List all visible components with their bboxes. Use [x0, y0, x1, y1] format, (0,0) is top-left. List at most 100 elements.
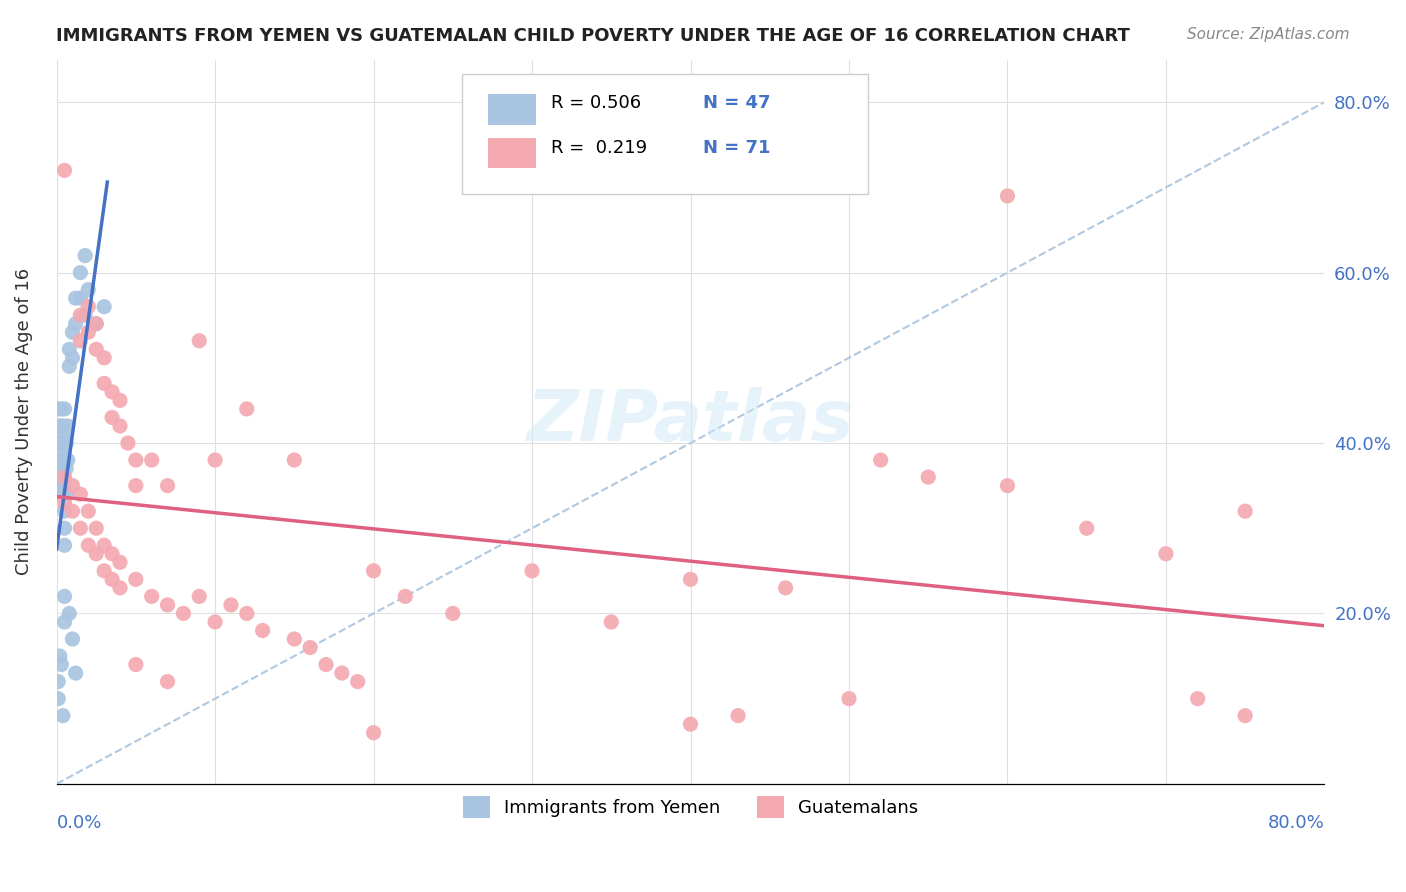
Point: [84, 547, 107, 561]
Text: R =  0.219: R = 0.219: [551, 139, 647, 157]
Point: [108, 555, 131, 569]
Point: [69, 266, 91, 280]
Point: [101, 410, 124, 425]
Point: [69, 521, 91, 535]
Point: [77, 300, 100, 314]
Point: [49, 419, 72, 434]
Point: [62, 325, 84, 339]
Point: [141, 590, 163, 604]
Point: [1234, 708, 1257, 723]
Point: [93, 564, 115, 578]
Point: [51, 461, 73, 475]
Text: N = 71: N = 71: [703, 139, 770, 157]
Text: IMMIGRANTS FROM YEMEN VS GUATEMALAN CHILD POVERTY UNDER THE AGE OF 16 CORRELATIO: IMMIGRANTS FROM YEMEN VS GUATEMALAN CHIL…: [56, 27, 1130, 45]
Point: [997, 478, 1019, 492]
Point: [600, 615, 623, 629]
Point: [49, 648, 72, 663]
Point: [52, 470, 75, 484]
Legend: Immigrants from Yemen, Guatemalans: Immigrants from Yemen, Guatemalans: [456, 789, 925, 825]
Point: [727, 708, 749, 723]
FancyBboxPatch shape: [463, 74, 868, 194]
Point: [346, 674, 368, 689]
Point: [51, 436, 73, 450]
Point: [51, 657, 73, 672]
Point: [65, 317, 87, 331]
Point: [125, 453, 148, 467]
Point: [299, 640, 322, 655]
Point: [69, 308, 91, 322]
Point: [77, 325, 100, 339]
Point: [394, 590, 416, 604]
Point: [520, 564, 543, 578]
Point: [84, 317, 107, 331]
Point: [188, 590, 211, 604]
Point: [204, 615, 226, 629]
Text: ZIPatlas: ZIPatlas: [527, 387, 855, 456]
Point: [52, 419, 75, 434]
Point: [775, 581, 797, 595]
Point: [156, 674, 179, 689]
Point: [236, 607, 259, 621]
Point: [56, 419, 79, 434]
Point: [53, 521, 76, 535]
Point: [62, 632, 84, 646]
Point: [49, 453, 72, 467]
Point: [172, 607, 194, 621]
Point: [52, 708, 75, 723]
Point: [58, 607, 80, 621]
Point: [46, 401, 69, 416]
Point: [58, 343, 80, 357]
Point: [204, 453, 226, 467]
Point: [125, 478, 148, 492]
Point: [62, 478, 84, 492]
Point: [69, 334, 91, 348]
Point: [84, 343, 107, 357]
Point: [55, 487, 77, 501]
Point: [997, 189, 1019, 203]
Point: [108, 581, 131, 595]
Point: [917, 470, 939, 484]
Point: [1076, 521, 1098, 535]
Point: [77, 283, 100, 297]
Point: [117, 436, 139, 450]
Point: [315, 657, 337, 672]
Point: [53, 453, 76, 467]
Point: [53, 496, 76, 510]
Point: [84, 521, 107, 535]
Point: [252, 624, 274, 638]
Point: [283, 632, 305, 646]
Point: [77, 504, 100, 518]
Point: [125, 572, 148, 586]
Point: [1234, 504, 1257, 518]
Bar: [488, 95, 536, 125]
Point: [65, 666, 87, 681]
Point: [46, 674, 69, 689]
Text: Source: ZipAtlas.com: Source: ZipAtlas.com: [1187, 27, 1350, 42]
Point: [58, 359, 80, 374]
Point: [283, 453, 305, 467]
Point: [1187, 691, 1209, 706]
Point: [141, 453, 163, 467]
Point: [53, 163, 76, 178]
Point: [75, 308, 97, 322]
Y-axis label: Child Poverty Under the Age of 16: Child Poverty Under the Age of 16: [15, 268, 32, 575]
Point: [77, 538, 100, 552]
Point: [69, 487, 91, 501]
Point: [156, 598, 179, 612]
Point: [56, 453, 79, 467]
Text: N = 47: N = 47: [703, 94, 770, 112]
Point: [838, 691, 860, 706]
Point: [125, 657, 148, 672]
Point: [62, 504, 84, 518]
Point: [52, 444, 75, 458]
Text: 0.0%: 0.0%: [56, 814, 103, 832]
Point: [51, 401, 73, 416]
Point: [69, 291, 91, 305]
Point: [93, 376, 115, 391]
Point: [65, 291, 87, 305]
Point: [1154, 547, 1177, 561]
Point: [330, 666, 353, 681]
Point: [51, 478, 73, 492]
Text: 80.0%: 80.0%: [1268, 814, 1324, 832]
Point: [108, 419, 131, 434]
